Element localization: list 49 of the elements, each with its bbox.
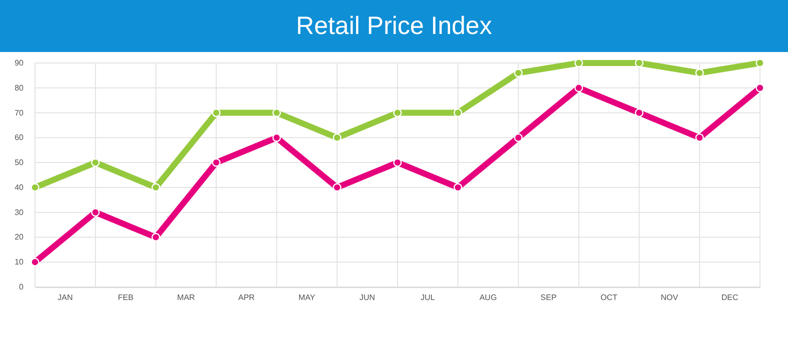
point bbox=[634, 108, 644, 118]
point bbox=[212, 158, 221, 167]
y-tick-label: 90 bbox=[14, 58, 24, 68]
point bbox=[393, 108, 402, 118]
point bbox=[454, 108, 462, 118]
point bbox=[272, 133, 281, 142]
point bbox=[695, 68, 704, 78]
point bbox=[514, 133, 523, 142]
point bbox=[756, 84, 764, 92]
y-tick-label: 60 bbox=[14, 133, 24, 142]
chart-title: Retail Price Index bbox=[0, 0, 788, 52]
point bbox=[756, 58, 764, 68]
point bbox=[574, 58, 584, 68]
point bbox=[30, 258, 40, 266]
point bbox=[514, 68, 523, 78]
text: JAN bbox=[58, 293, 73, 302]
y-tick-label: 30 bbox=[14, 208, 24, 217]
y-tick-label: 40 bbox=[14, 182, 24, 192]
point bbox=[393, 158, 402, 167]
y-tick-label: 20 bbox=[14, 232, 24, 242]
point bbox=[30, 183, 40, 192]
text: SEP bbox=[540, 293, 557, 302]
point bbox=[152, 183, 160, 192]
text: AUG bbox=[479, 293, 497, 302]
point bbox=[634, 58, 644, 68]
text: FEB bbox=[118, 293, 134, 302]
point bbox=[91, 208, 100, 217]
text: MAY bbox=[298, 293, 316, 302]
y-tick-label: 10 bbox=[14, 258, 24, 267]
point bbox=[695, 133, 704, 142]
text: APR bbox=[238, 293, 255, 302]
point bbox=[574, 84, 584, 92]
point bbox=[272, 108, 281, 118]
point bbox=[332, 183, 342, 192]
text: JUN bbox=[360, 293, 376, 302]
point bbox=[332, 133, 342, 142]
y-tick-label: 0 bbox=[19, 282, 24, 292]
point bbox=[212, 108, 221, 118]
point bbox=[91, 158, 100, 167]
text: DEC bbox=[721, 293, 738, 302]
text: OCT bbox=[600, 293, 618, 302]
text: JUL bbox=[420, 293, 436, 302]
y-tick-label: 80 bbox=[14, 83, 24, 92]
text: NOV bbox=[660, 293, 679, 302]
point bbox=[152, 232, 160, 242]
point bbox=[454, 183, 462, 192]
y-tick-label: 70 bbox=[14, 108, 24, 118]
text: MAR bbox=[177, 293, 196, 302]
y-tick-label: 50 bbox=[14, 158, 24, 168]
